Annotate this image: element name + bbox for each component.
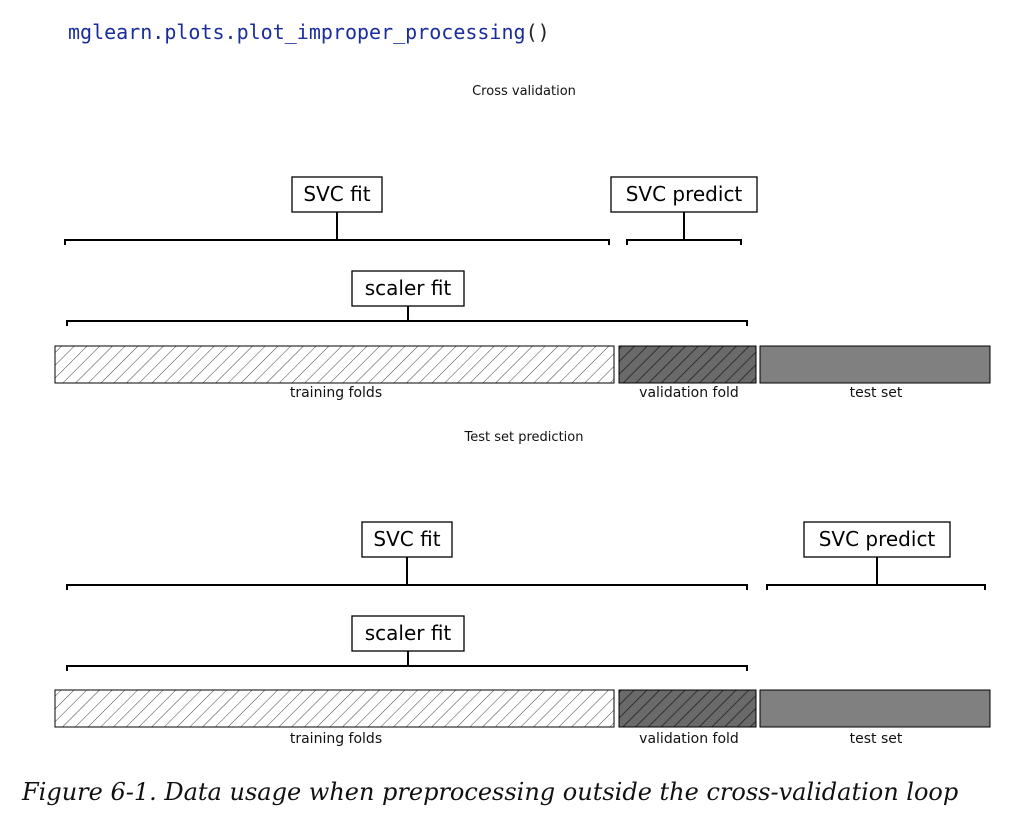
panel-cross-validation: Cross validation SVC fit SVC predict sca…: [54, 84, 991, 401]
svc-predict-bracket: [626, 212, 742, 245]
scaler-fit-group: scaler fit: [66, 615, 748, 671]
svc-predict-group: SVC predict: [610, 176, 758, 245]
test-set-segment: [759, 689, 991, 728]
diagram: Cross validation SVC fit SVC predict sca…: [54, 84, 991, 747]
test-set-label: test set: [850, 731, 903, 747]
code-call: mglearn.plots.plot_improper_processing: [68, 20, 526, 44]
training-folds-segment: [54, 345, 615, 384]
training-folds-label: training folds: [290, 385, 382, 401]
test-set-segment: [759, 345, 991, 384]
validation-fold-segment: [618, 689, 757, 728]
panel-title: Test set prediction: [464, 430, 584, 445]
scaler-fit-label: scaler fit: [365, 621, 452, 645]
svc-fit-group: SVC fit: [66, 521, 748, 590]
scaler-fit-bracket: [66, 306, 748, 326]
training-folds-label: training folds: [290, 731, 382, 747]
svc-fit-group: SVC fit: [64, 176, 610, 245]
data-bar: training folds validation fold test set: [54, 345, 991, 401]
validation-fold-segment: [618, 345, 757, 384]
svc-predict-box: [610, 176, 758, 213]
svc-predict-label: SVC predict: [626, 182, 743, 206]
svc-fit-bracket: [66, 557, 748, 590]
training-folds-segment: [54, 689, 615, 728]
scaler-fit-box: [351, 270, 465, 307]
validation-fold-label: validation fold: [639, 385, 739, 401]
code-args: (): [525, 20, 550, 44]
svc-fit-label: SVC fit: [303, 182, 370, 206]
svc-fit-label: SVC fit: [373, 527, 440, 551]
validation-fold-label: validation fold: [639, 731, 739, 747]
svc-predict-box: [803, 521, 951, 558]
scaler-fit-label: scaler fit: [365, 276, 452, 300]
data-bar: training folds validation fold test set: [54, 689, 991, 747]
svc-fit-bracket: [64, 212, 610, 245]
svc-predict-label: SVC predict: [819, 527, 936, 551]
test-set-label: test set: [850, 385, 903, 401]
svc-predict-bracket: [766, 557, 986, 590]
scaler-fit-box: [351, 615, 465, 652]
scaler-fit-bracket: [66, 651, 748, 671]
figure-caption: Figure 6-1. Data usage when preprocessin…: [22, 778, 959, 806]
panel-title: Cross validation: [472, 84, 576, 99]
panel-test-set-prediction: Test set prediction SVC fit SVC predict …: [54, 430, 991, 747]
code-line: mglearn.plots.plot_improper_processing(): [68, 20, 550, 44]
scaler-fit-group: scaler fit: [66, 270, 748, 326]
svc-predict-group: SVC predict: [766, 521, 986, 590]
